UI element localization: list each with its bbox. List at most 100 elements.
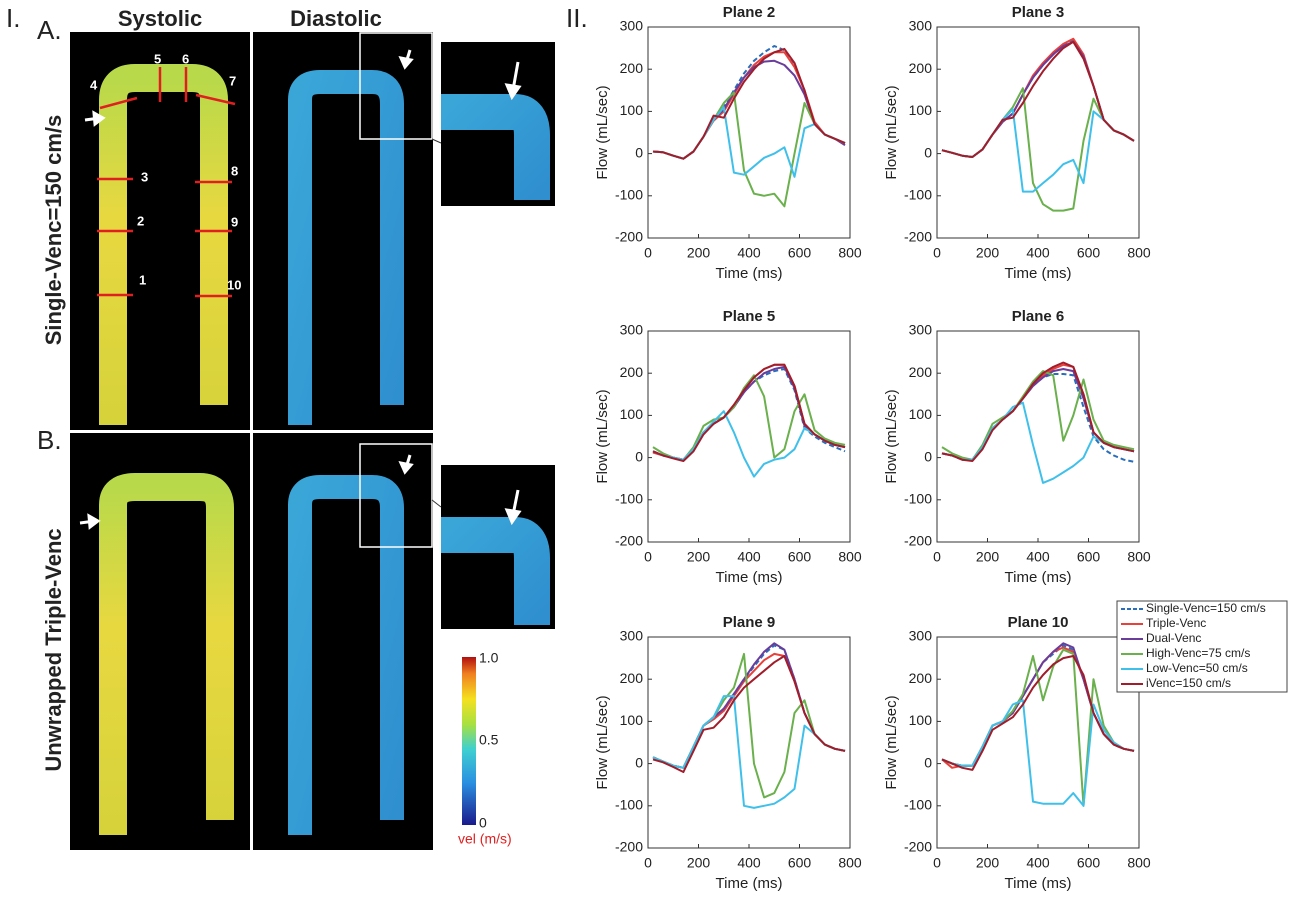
arrow-head — [504, 83, 522, 101]
panel-label: B. — [37, 425, 62, 455]
x-tick-label: 800 — [1127, 855, 1151, 871]
plane-lines — [97, 67, 236, 298]
colorbar-tick: 0.5 — [479, 732, 499, 748]
plane-number: 6 — [182, 51, 189, 66]
series-line — [652, 45, 846, 160]
inset-vessel-a — [441, 94, 550, 200]
y-tick-label: -200 — [904, 229, 932, 245]
legend-label: High-Venc=75 cm/s — [1146, 646, 1250, 660]
y-tick-label: 100 — [909, 712, 933, 728]
chart: -200 -100 0 100 200 300 0 200 400 600 800 Plane 9 Ti… — [594, 614, 862, 892]
y-tick-label: 200 — [909, 60, 933, 76]
arrow-head — [398, 55, 414, 70]
plane-number: 4 — [90, 77, 98, 92]
series-line — [652, 47, 846, 160]
row-title: Unwrapped Triple-Venc — [41, 528, 66, 771]
zoom-box-a — [359, 32, 433, 140]
y-tick-label: -200 — [904, 839, 932, 855]
y-tick-label: 100 — [620, 712, 644, 728]
x-tick-label: 400 — [1026, 855, 1050, 871]
zoom-connector — [431, 138, 442, 144]
y-tick-label: 100 — [909, 102, 933, 118]
legend-label: Low-Venc=50 cm/s — [1146, 661, 1248, 675]
arrow-head — [398, 460, 414, 475]
colorbar — [462, 657, 476, 825]
y-tick-label: -200 — [904, 533, 932, 549]
series-line — [941, 642, 1135, 767]
plane-line — [99, 96, 138, 110]
chart-title: Plane 5 — [723, 308, 776, 325]
x-tick-label: 200 — [687, 549, 711, 565]
series-line — [941, 646, 1135, 769]
panel-label: I. — [6, 3, 20, 33]
y-tick-label: 200 — [909, 670, 933, 686]
plot-frame — [647, 636, 851, 849]
x-tick-label: 400 — [1026, 549, 1050, 565]
y-tick-label: -200 — [615, 229, 643, 245]
x-tick-label: 800 — [1127, 549, 1151, 565]
x-tick-label: 200 — [687, 245, 711, 261]
vessel-systolic-b — [99, 473, 234, 835]
y-tick-label: 200 — [620, 60, 644, 76]
series-line — [941, 40, 1135, 158]
x-axis-label: Time (ms) — [716, 265, 783, 282]
x-axis-label: Time (ms) — [1005, 265, 1072, 282]
y-tick-label: -100 — [904, 797, 932, 813]
vessel-diastolic-a — [288, 70, 404, 425]
zoom-connector — [431, 499, 442, 508]
y-tick-label: -100 — [615, 187, 643, 203]
series-line — [941, 368, 1135, 461]
series-line — [652, 363, 846, 461]
x-tick-label: 800 — [1127, 245, 1151, 261]
y-tick-label: 300 — [909, 322, 933, 338]
y-tick-label: 300 — [909, 18, 933, 34]
y-tick-label: -200 — [615, 839, 643, 855]
y-axis-label: Flow (mL/sec) — [594, 85, 611, 179]
chart: -200 -100 0 100 200 300 0 200 400 600 800 Plane 2 Ti… — [594, 4, 862, 282]
y-tick-label: 200 — [909, 364, 933, 380]
x-tick-label: 0 — [933, 855, 941, 871]
series-line — [941, 644, 1135, 767]
x-tick-label: 200 — [976, 855, 1000, 871]
arrows — [79, 49, 522, 530]
y-tick-label: -100 — [904, 187, 932, 203]
chart-title: Plane 10 — [1008, 614, 1069, 631]
y-tick-label: -200 — [615, 533, 643, 549]
series-line — [941, 370, 1135, 461]
y-tick-label: -100 — [615, 491, 643, 507]
x-tick-label: 400 — [737, 549, 761, 565]
y-axis-label: Flow (mL/sec) — [594, 695, 611, 789]
column-title: Systolic — [118, 6, 202, 31]
x-tick-label: 0 — [644, 549, 652, 565]
y-axis-label: Flow (mL/sec) — [883, 85, 900, 179]
chart-title: Plane 9 — [723, 614, 776, 631]
series-line — [652, 363, 846, 462]
x-tick-label: 0 — [644, 855, 652, 871]
y-tick-label: 0 — [635, 144, 643, 160]
x-tick-label: 400 — [737, 855, 761, 871]
y-tick-label: 100 — [620, 102, 644, 118]
series-line — [941, 648, 1135, 807]
series-line — [652, 106, 846, 178]
legend-box — [1116, 600, 1288, 693]
chart: -200 -100 0 100 200 300 0 200 400 600 800 Plane 5 Ti… — [594, 308, 862, 586]
vessel-diastolic-b — [288, 475, 404, 835]
x-tick-label: 600 — [788, 245, 812, 261]
legend-label: Single-Venc=150 cm/s — [1146, 601, 1266, 615]
y-tick-label: 100 — [620, 406, 644, 422]
x-tick-label: 600 — [1077, 855, 1101, 871]
plane-number: 10 — [227, 277, 241, 292]
y-tick-label: 0 — [924, 448, 932, 464]
arrow-head — [92, 110, 106, 127]
y-tick-label: 300 — [620, 628, 644, 644]
x-tick-label: 800 — [838, 245, 862, 261]
flow-images: 1 2 3 4 5 6 7 8 9 10 1.0 0.5 0 vel (m/s) — [70, 32, 555, 850]
legend-label: Dual-Venc — [1146, 631, 1201, 645]
plane-number: 8 — [231, 163, 238, 178]
y-axis-label: Flow (mL/sec) — [594, 389, 611, 483]
y-tick-label: 0 — [924, 144, 932, 160]
x-axis-label: Time (ms) — [716, 569, 783, 586]
series-line — [652, 655, 846, 773]
series-line — [941, 655, 1135, 771]
y-tick-label: 100 — [909, 406, 933, 422]
